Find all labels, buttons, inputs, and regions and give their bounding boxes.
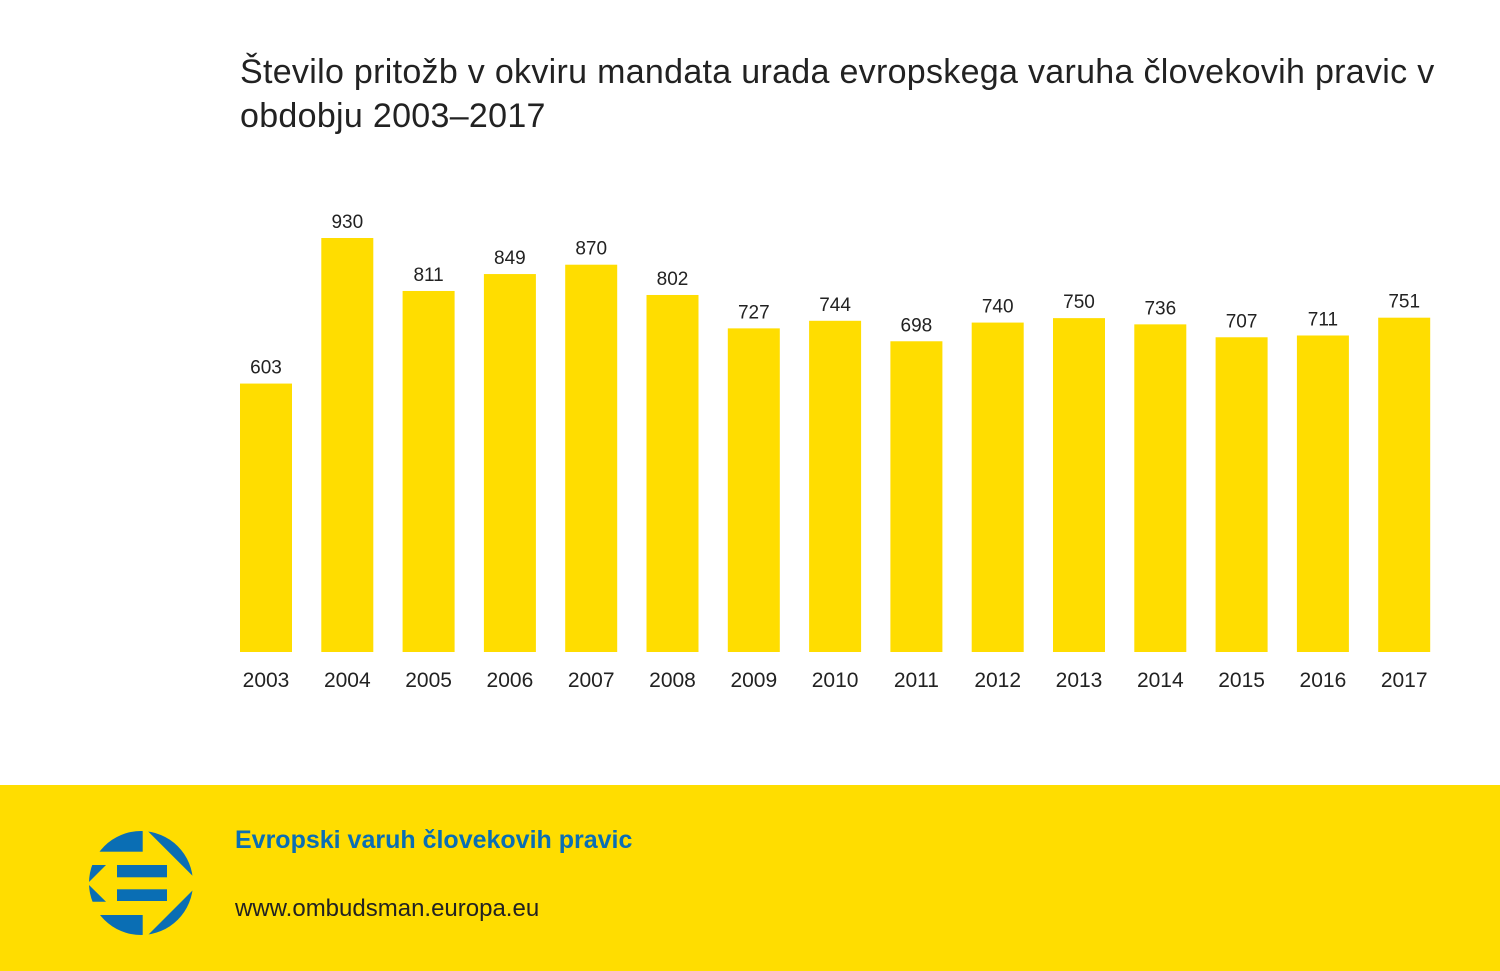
x-tick-label: 2009	[730, 669, 777, 692]
x-tick-label: 2003	[243, 669, 290, 692]
x-tick-label: 2012	[974, 669, 1021, 692]
bar-chart: 603 2003 930 2004 811 2005 849 2006 870 2007 802 20…	[240, 212, 1431, 692]
x-tick-label: 2013	[1056, 669, 1103, 692]
data-label: 802	[657, 269, 689, 290]
bar-2015	[1215, 337, 1268, 652]
bar-2006	[483, 274, 536, 652]
x-tick-label: 2008	[649, 669, 696, 692]
bar-2017	[1378, 317, 1431, 652]
bar-2014	[1134, 324, 1187, 652]
footer	[0, 785, 1500, 971]
ombudsman-logo-icon	[89, 831, 193, 935]
data-label: 740	[982, 297, 1014, 318]
bar-2005	[402, 290, 455, 652]
bar-2010	[809, 320, 862, 652]
bar-2009	[727, 328, 780, 652]
data-label: 849	[494, 248, 526, 269]
x-tick-label: 2017	[1381, 669, 1428, 692]
bar-2004	[321, 238, 374, 652]
data-label: 870	[575, 239, 607, 260]
x-tick-label: 2004	[324, 669, 371, 692]
x-tick-label: 2016	[1300, 669, 1347, 692]
bar-2011	[890, 341, 943, 652]
data-label: 707	[1226, 311, 1258, 332]
data-label: 698	[901, 315, 933, 336]
data-label: 811	[413, 265, 443, 286]
x-tick-label: 2014	[1137, 669, 1184, 692]
data-label: 750	[1063, 292, 1095, 313]
data-label: 711	[1308, 309, 1338, 330]
bar-2008	[646, 294, 699, 652]
bar-2016	[1296, 335, 1349, 652]
data-label: 736	[1144, 298, 1176, 319]
x-tick-label: 2011	[894, 669, 939, 692]
organization-name: Evropski varuh človekovih pravic	[235, 826, 633, 854]
website-link[interactable]: www.ombudsman.europa.eu	[235, 895, 540, 922]
data-label: 751	[1388, 292, 1420, 313]
data-label: 930	[331, 212, 363, 233]
bar-2003	[240, 383, 292, 652]
x-tick-label: 2006	[487, 669, 534, 692]
data-label: 603	[250, 358, 282, 379]
data-label: 744	[819, 295, 851, 316]
data-label: 727	[738, 302, 770, 323]
bar-2013	[1053, 318, 1105, 652]
x-tick-label: 2005	[405, 669, 452, 692]
bar-2007	[565, 264, 618, 652]
chart-title: Število pritožb v okviru mandata urada e…	[240, 53, 1435, 135]
x-tick-label: 2010	[812, 669, 859, 692]
x-tick-label: 2007	[568, 669, 615, 692]
x-tick-label: 2015	[1218, 669, 1265, 692]
bar-2012	[971, 322, 1024, 652]
